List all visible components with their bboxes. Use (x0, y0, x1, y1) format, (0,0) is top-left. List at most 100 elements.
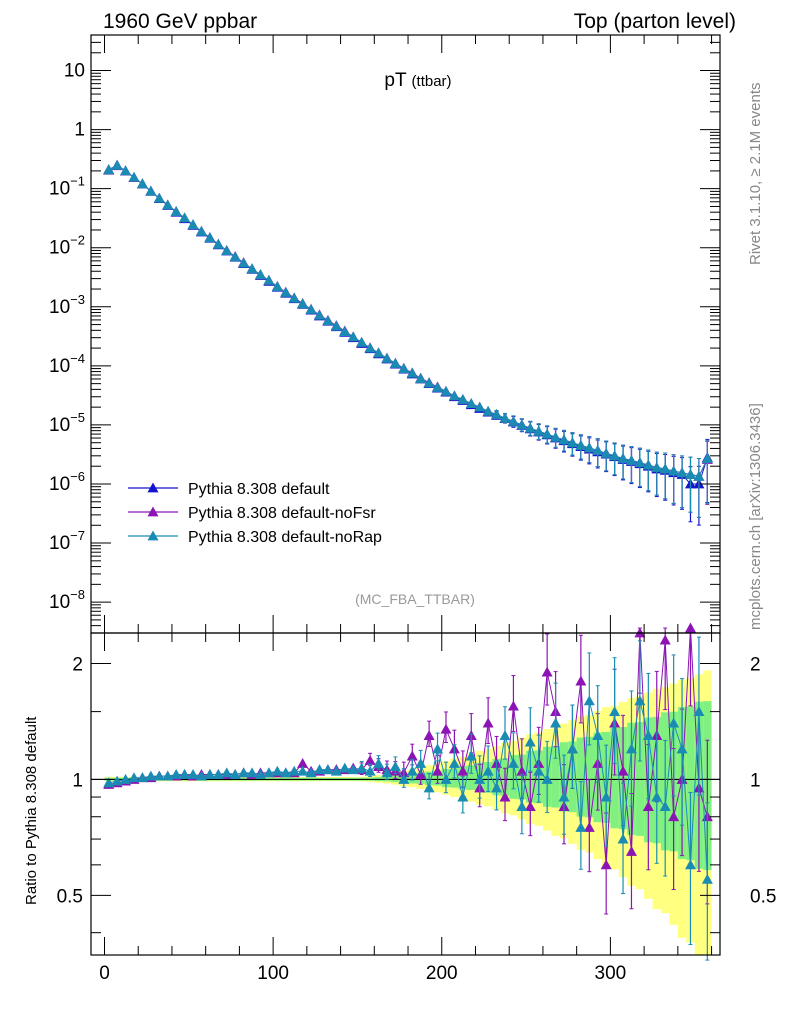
legend-label: Pythia 8.308 default (188, 481, 330, 498)
data-point-marker (246, 263, 258, 274)
series-ratio-pythia-8.308-default-norap (103, 636, 713, 961)
data-point-marker (389, 761, 401, 771)
legend-entry: Pythia 8.308 default (128, 481, 330, 498)
data-point-marker (617, 765, 629, 776)
data-point-marker (541, 773, 553, 784)
legend-marker (147, 482, 159, 493)
ratio-panel-series (91, 622, 720, 961)
data-point-marker (491, 782, 503, 793)
data-point-marker (693, 706, 705, 717)
y-tick-label: 10−8 (49, 587, 85, 613)
uncertainty-bands (104, 670, 712, 955)
data-point-marker (212, 238, 224, 249)
data-point-marker (575, 822, 587, 832)
data-point-marker (136, 772, 148, 783)
data-point-marker (415, 757, 427, 768)
data-point-marker (583, 822, 595, 832)
header-left: 1960 GeV ppbar (103, 10, 257, 33)
data-point-marker (575, 675, 587, 686)
data-point-marker (668, 465, 680, 476)
data-point-marker (288, 292, 300, 303)
band-green-bin (610, 727, 619, 829)
data-point-marker (592, 444, 604, 455)
data-point-marker (541, 666, 553, 677)
series-line (108, 164, 708, 477)
band-green-bin (585, 736, 594, 818)
series-line (108, 165, 708, 477)
ratio-y-tick-label-right: 1 (750, 770, 761, 791)
data-point-marker (313, 764, 325, 775)
data-point-marker (322, 315, 334, 326)
data-point-marker (415, 373, 427, 383)
x-tick-label: 0 (99, 963, 110, 984)
data-point-marker (373, 347, 385, 358)
data-point-marker (145, 185, 157, 196)
data-point-marker (583, 442, 595, 453)
data-point-marker (111, 775, 123, 786)
data-point-marker (364, 342, 376, 353)
data-point-marker (524, 801, 536, 812)
data-point-marker (406, 765, 418, 776)
data-point-marker (347, 764, 359, 775)
x-tick-label: 300 (595, 963, 627, 984)
data-point-marker (103, 777, 115, 788)
data-point-marker (440, 723, 452, 734)
data-point-marker (516, 801, 528, 812)
data-point-marker (625, 845, 637, 856)
data-point-marker (550, 717, 562, 728)
y-tick-label: 10 (64, 61, 85, 82)
data-point-marker (432, 765, 444, 776)
series-line (108, 164, 708, 485)
data-point-marker (440, 773, 452, 784)
data-point-marker (195, 225, 207, 236)
data-point-marker (398, 773, 410, 784)
data-point-marker (499, 412, 511, 423)
data-point-marker (221, 767, 233, 778)
data-point-marker (448, 390, 460, 401)
data-point-marker (524, 736, 536, 747)
data-point-marker (297, 757, 309, 768)
data-point-marker (187, 768, 199, 779)
y-tick-label: 10−2 (49, 233, 85, 259)
data-point-marker (221, 245, 233, 256)
data-point-marker (507, 700, 519, 711)
legend-marker (147, 530, 159, 541)
y-tick-label: 10−1 (49, 174, 85, 200)
data-point-marker (558, 791, 570, 802)
data-point-marker (457, 791, 469, 802)
data-point-marker (347, 331, 359, 342)
band-green-bin (576, 737, 586, 817)
y-tick-label: 1 (74, 120, 85, 141)
header-right: Top (parton level) (574, 10, 736, 33)
data-point-marker (313, 309, 325, 320)
data-point-marker (423, 377, 435, 388)
data-point-marker (263, 767, 275, 778)
data-point-marker (533, 425, 545, 436)
band-green-bin (686, 706, 695, 861)
ratio-y-tick-label-right: 2 (750, 654, 761, 675)
data-point-marker (440, 385, 452, 396)
data-point-marker (406, 750, 418, 761)
data-point-marker (507, 415, 519, 426)
data-point-marker (684, 859, 696, 870)
data-point-marker (381, 767, 393, 778)
data-point-marker (153, 770, 165, 781)
data-point-marker (212, 768, 224, 779)
ratio-y-tick-label-right: 0.5 (750, 886, 776, 907)
data-point-marker (330, 320, 342, 331)
data-point-marker (195, 770, 207, 781)
data-point-marker (136, 178, 148, 189)
data-point-marker (625, 454, 637, 465)
data-point-marker (179, 212, 191, 223)
data-point-marker (322, 764, 334, 775)
data-point-marker (238, 257, 250, 268)
data-point-marker (609, 706, 621, 717)
band-green-bin (467, 765, 476, 791)
ratio-frame (90, 632, 721, 956)
legend-marker (147, 506, 159, 517)
data-point-marker (533, 765, 545, 776)
data-point-marker (482, 765, 494, 776)
data-point-marker (254, 768, 266, 779)
data-point-marker (457, 765, 469, 776)
